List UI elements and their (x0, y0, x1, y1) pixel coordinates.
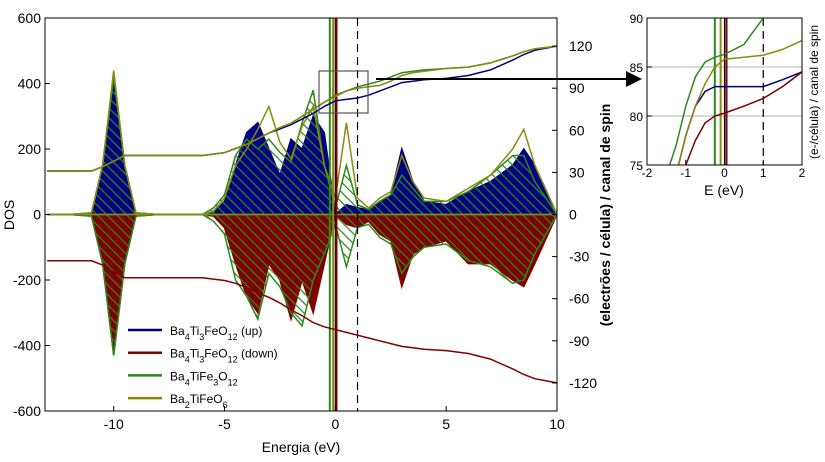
y2-tick-label: 0 (569, 207, 577, 223)
y-tick-label: 600 (18, 10, 42, 26)
integrated-line (677, 39, 802, 165)
inset-x-axis-title: E (eV) (704, 182, 744, 198)
y2-tick-label: -90 (569, 333, 589, 349)
y-tick-label: -600 (13, 403, 41, 419)
integrated-line (47, 260, 557, 384)
y-tick-label: -200 (13, 272, 41, 288)
y2-tick-label: 60 (569, 122, 585, 138)
integrated-line (677, 71, 802, 165)
y2-tick-label: 120 (569, 38, 593, 54)
inset-plot-area (647, 18, 802, 165)
y2-tick-label: 30 (569, 164, 585, 180)
y-tick-label: 200 (18, 141, 42, 157)
y2-axis-title: (electrões / célula) / canal de spin (597, 104, 613, 327)
integrated-line (685, 71, 802, 165)
y-axis-title: DOS (1, 200, 17, 230)
integrated-line (47, 45, 557, 172)
y-tick-label: 90 (630, 12, 644, 26)
dos-area (47, 213, 557, 356)
y-tick-label: 80 (630, 110, 644, 124)
x-tick-label: 0 (331, 416, 339, 432)
legend-label: Ba4TiFe3O12 (170, 369, 238, 387)
y-tick-label: 75 (630, 159, 644, 173)
x-tick-label: -1 (680, 166, 691, 180)
y2-tick-label: -60 (569, 291, 589, 307)
plot-area (47, 18, 557, 411)
x-tick-label: -2 (642, 166, 653, 180)
legend-label: Ba4Ti3FeO12 (down) (170, 347, 278, 365)
integrated-line (668, 18, 765, 165)
x-tick-label: 0 (721, 166, 728, 180)
y-tick-label: -400 (13, 338, 41, 354)
x-tick-label: 1 (760, 166, 767, 180)
inset-y-axis-title: (e-/célula) / canal de spin (807, 25, 821, 159)
y-tick-label: 0 (33, 207, 41, 223)
x-tick-label: -5 (218, 416, 231, 432)
y-tick-label: 400 (18, 76, 42, 92)
x-tick-label: 2 (799, 166, 806, 180)
y2-tick-label: -30 (569, 249, 589, 265)
x-tick-label: -10 (104, 416, 124, 432)
legend-label: Ba4Ti3FeO12 (up) (170, 324, 262, 342)
x-tick-label: 5 (442, 416, 450, 432)
zoom-box (318, 70, 369, 114)
x-tick-label: 10 (549, 416, 565, 432)
dos-area (47, 76, 557, 216)
x-axis-title: Energia (eV) (262, 439, 341, 455)
y2-tick-label: -120 (569, 375, 597, 391)
y-tick-label: 85 (630, 61, 644, 75)
legend-label: Ba2TiFeO6 (170, 392, 228, 410)
y2-tick-label: 90 (569, 80, 585, 96)
